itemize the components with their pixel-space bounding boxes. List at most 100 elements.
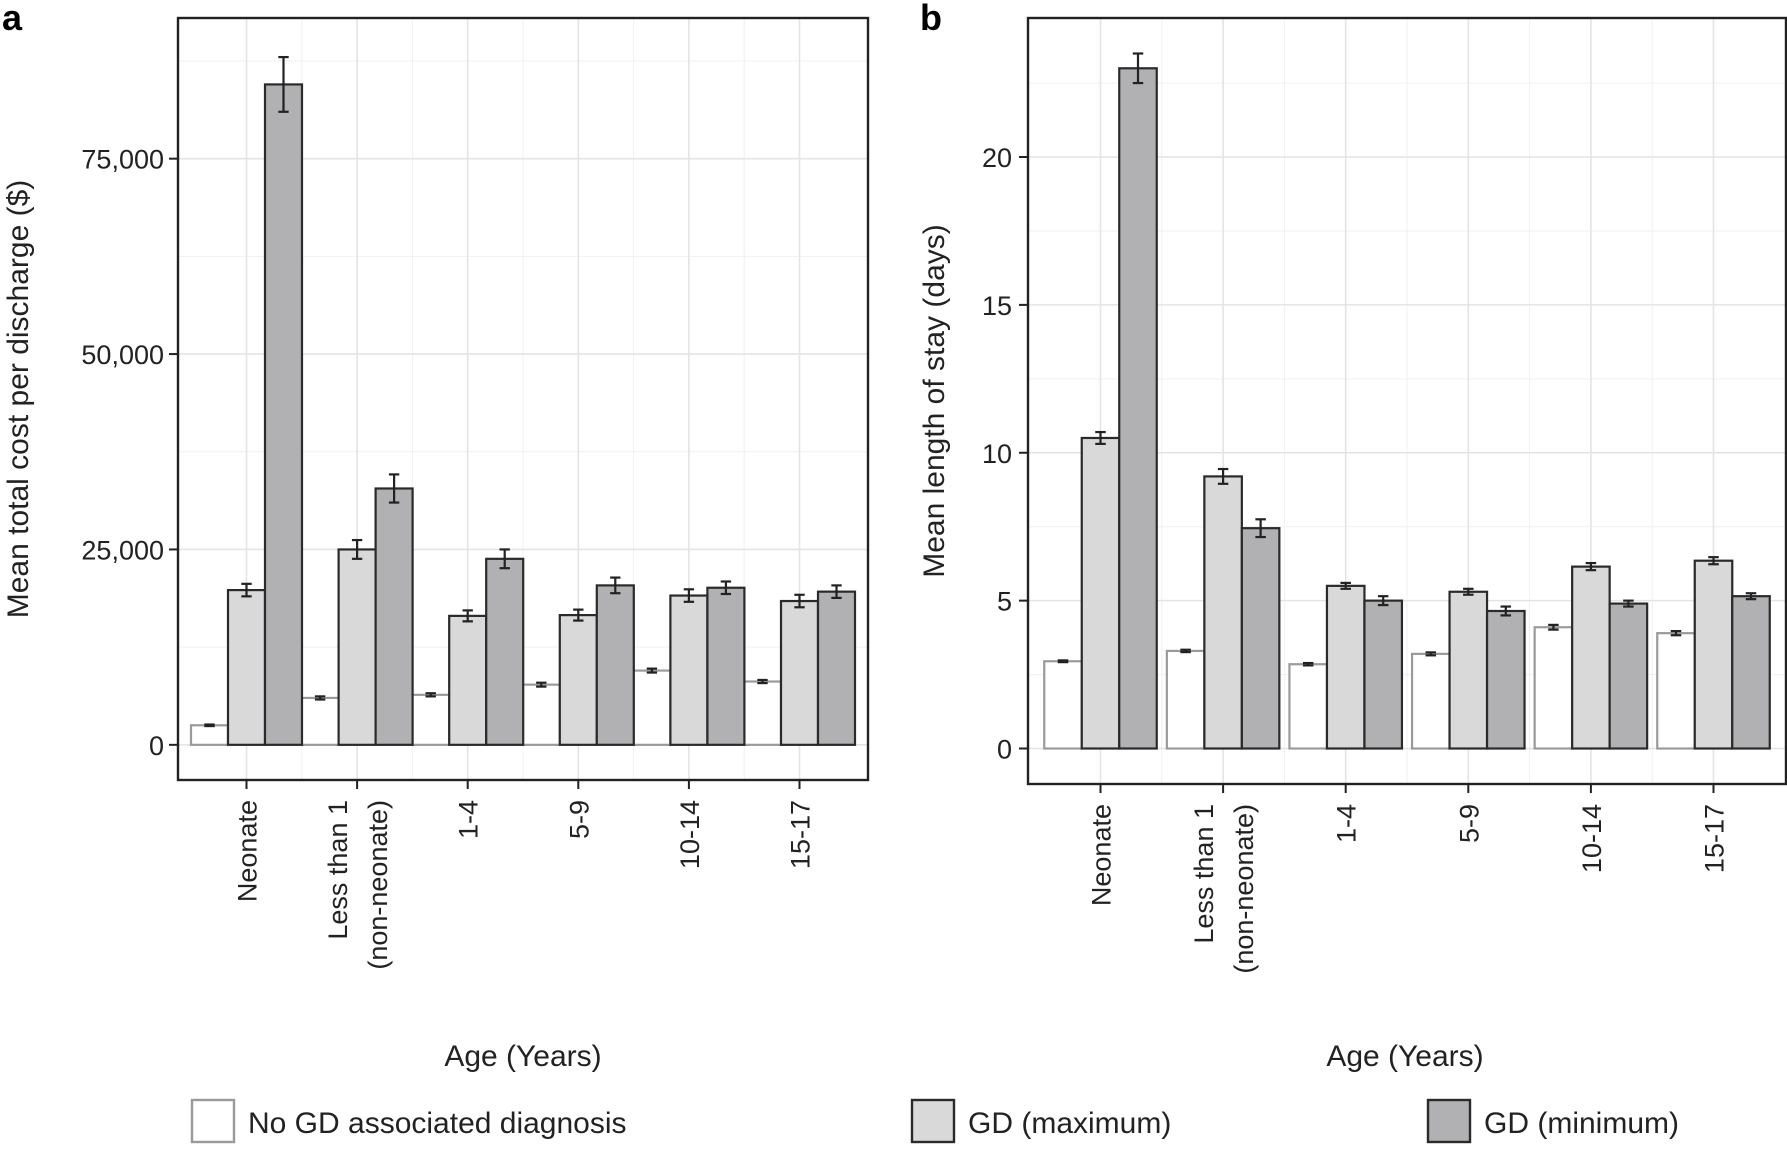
- y-tick-label: 0: [149, 731, 164, 761]
- y-tick-label: 50,000: [81, 340, 164, 370]
- bar: [706, 586, 746, 746]
- error-bar: [573, 608, 584, 622]
- bar: [1043, 660, 1083, 750]
- error-bar: [388, 473, 400, 504]
- error-bar: [1132, 52, 1144, 85]
- legend-item-no-gd[interactable]: No GD associated diagnosis: [190, 1098, 627, 1144]
- error-bar: [1708, 556, 1719, 566]
- x-tick-label: Neonate: [1087, 804, 1117, 906]
- bar: [1080, 436, 1121, 750]
- error-bar: [1340, 581, 1351, 590]
- error-bar: [425, 692, 436, 698]
- legend-item-gd-minimum[interactable]: GD (minimum): [1426, 1098, 1679, 1144]
- y-tick-label: 5: [997, 587, 1012, 617]
- x-tick-label: (non-neonate): [363, 800, 393, 970]
- bar: [485, 557, 525, 746]
- error-bar: [1623, 599, 1634, 608]
- bar: [558, 613, 598, 746]
- x-tick-label: Neonate: [233, 800, 263, 902]
- bar: [1608, 602, 1649, 750]
- bar: [1325, 584, 1366, 750]
- error-bar: [241, 582, 252, 598]
- error-bar: [831, 584, 842, 600]
- bar: [448, 614, 488, 746]
- chart-panel-a: 0 25,000 50,000 75,000 Neonate Less than 1 (no…: [2, 16, 870, 1073]
- legend-swatch-gd-minimum: [1426, 1098, 1472, 1144]
- error-bar: [499, 548, 510, 570]
- error-bar: [794, 593, 805, 609]
- legend-label-gd-maximum: GD (maximum): [968, 1107, 1171, 1140]
- bar: [1288, 663, 1329, 750]
- legend-label-gd-minimum: GD (minimum): [1484, 1107, 1679, 1140]
- error-bar: [757, 678, 768, 685]
- x-tick-label: 1-4: [1332, 804, 1362, 843]
- error-bar: [351, 538, 363, 560]
- error-bar: [204, 723, 215, 728]
- x-tick-label: 5-9: [564, 800, 594, 839]
- bar: [1731, 595, 1771, 750]
- error-bar: [1057, 659, 1069, 664]
- bar: [521, 683, 561, 746]
- bar: [1448, 590, 1489, 750]
- x-tick-label: 15-17: [786, 800, 816, 869]
- x-tick-label: Less than 1: [323, 800, 353, 940]
- error-bar: [1095, 430, 1106, 445]
- y-tick-label: 75,000: [81, 145, 164, 175]
- error-bar: [1745, 592, 1757, 601]
- bar: [1363, 599, 1404, 750]
- error-bar: [1670, 629, 1682, 637]
- y-axis-title: Mean length of stay (days): [918, 224, 951, 578]
- legend-label-no-gd: No GD associated diagnosis: [248, 1107, 627, 1140]
- error-bar: [1255, 518, 1266, 539]
- bar: [1240, 527, 1281, 750]
- panel-a-letter: a: [2, 0, 23, 38]
- bar: [337, 548, 377, 746]
- bar: [374, 487, 414, 746]
- legend-swatch-no-gd: [190, 1098, 236, 1144]
- error-bar: [1585, 561, 1597, 572]
- bar: [1656, 632, 1696, 750]
- bar: [669, 594, 709, 746]
- y-tick-label: 0: [997, 735, 1012, 765]
- bar: [1118, 67, 1158, 750]
- bar: [1410, 652, 1451, 750]
- bar: [263, 83, 304, 746]
- y-tick-label: 10: [982, 439, 1012, 469]
- error-bar: [1302, 661, 1314, 667]
- error-bar: [720, 580, 732, 596]
- bar: [411, 693, 451, 746]
- bar: [189, 724, 230, 746]
- error-bar: [278, 55, 289, 113]
- x-axis-title: Age (Years): [1326, 1040, 1483, 1073]
- x-tick-label: Less than 1: [1189, 804, 1219, 944]
- error-bar: [646, 667, 658, 674]
- bar: [595, 584, 635, 746]
- y-tick-label: 25,000: [81, 535, 164, 565]
- error-bar: [1548, 623, 1559, 631]
- panel-b-letter: b: [920, 0, 942, 38]
- bar: [779, 599, 820, 746]
- bar: [1571, 565, 1611, 750]
- error-bar: [1500, 605, 1512, 617]
- legend-item-gd-maximum[interactable]: GD (maximum): [910, 1098, 1171, 1144]
- legend-swatch-gd-maximum: [910, 1098, 956, 1144]
- error-bar: [314, 695, 326, 701]
- bar: [300, 696, 340, 746]
- y-tick-label: 15: [982, 291, 1012, 321]
- error-bar: [462, 609, 473, 623]
- bar: [226, 588, 267, 746]
- bar: [1533, 626, 1574, 750]
- bar: [1693, 559, 1734, 750]
- error-bar: [1217, 467, 1229, 485]
- x-axis-title: Age (Years): [444, 1040, 601, 1073]
- bar: [816, 590, 857, 746]
- x-tick-label: (non-neonate): [1229, 804, 1259, 974]
- bar: [632, 669, 672, 746]
- y-axis-title: Mean total cost per discharge ($): [2, 180, 35, 619]
- x-tick-label: 1-4: [454, 800, 484, 839]
- error-bar: [1463, 587, 1474, 596]
- error-bar: [536, 681, 547, 688]
- plot-frame: [1026, 16, 1787, 786]
- error-bar: [683, 588, 695, 603]
